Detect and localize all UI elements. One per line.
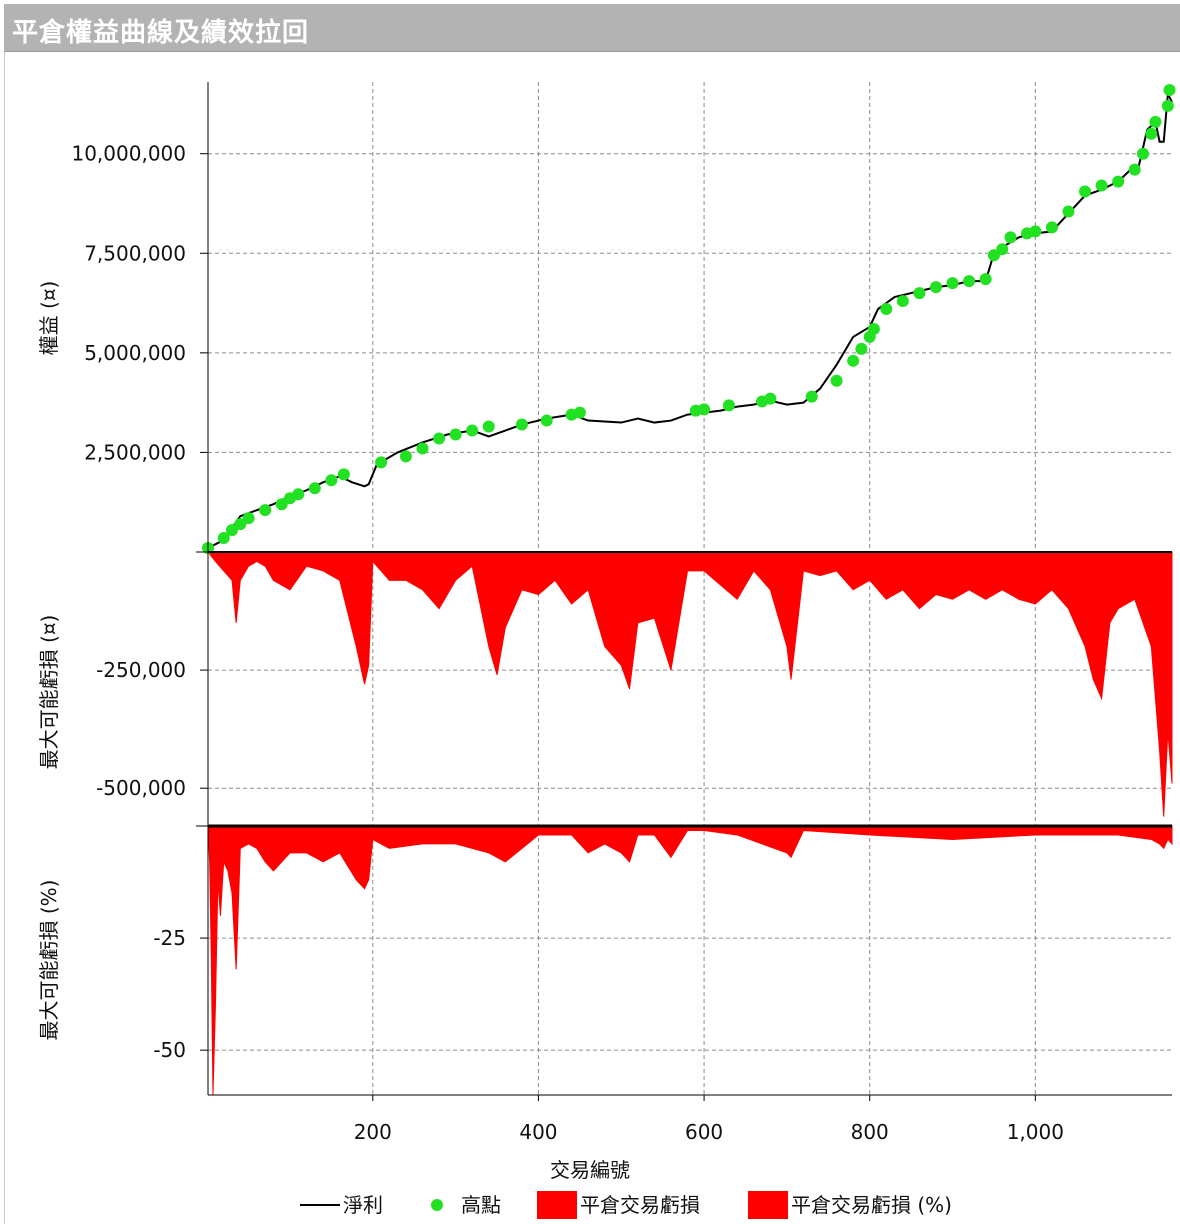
y-tick-label: 7,500,000: [84, 241, 186, 265]
legend: 淨利 高點 平倉交易虧損 平倉交易虧損 (%): [300, 1191, 952, 1219]
high-point-marker: [325, 474, 338, 487]
net-profit-line: [207, 90, 1173, 549]
high-point-marker: [482, 420, 495, 433]
high-point-marker: [433, 432, 446, 445]
high-point-marker: [805, 390, 818, 403]
high-point-marker: [1029, 225, 1042, 238]
high-point-marker: [1004, 231, 1017, 244]
chart-marks: [202, 83, 1176, 1096]
high-point-marker: [449, 428, 462, 441]
high-point-marker: [1161, 99, 1174, 112]
y-tick-label: 5,000,000: [84, 341, 186, 365]
high-point-marker: [963, 275, 976, 288]
high-point-marker: [242, 512, 255, 525]
legend-dd-pct-swatch: [748, 1191, 788, 1219]
high-point-marker: [896, 295, 909, 308]
high-point-marker: [275, 498, 288, 511]
y-tick-label: -25: [153, 926, 186, 950]
x-tick-label: 600: [685, 1120, 723, 1144]
high-point-marker: [292, 488, 305, 501]
window-title: 平倉權益曲線及績效拉回: [12, 18, 310, 48]
high-point-marker: [226, 524, 239, 537]
high-point-marker: [698, 403, 711, 416]
high-point-marker: [259, 504, 272, 517]
y-tick-label: 10,000,000: [71, 142, 186, 166]
y-axis-label-drawdown-pct: 最大可能虧損 (%): [37, 880, 61, 1041]
high-point-marker: [375, 456, 388, 469]
high-point-marker: [1163, 83, 1176, 96]
x-tick-label: 1,000: [1007, 1120, 1064, 1144]
legend-net-profit: 淨利: [343, 1193, 383, 1217]
high-point-marker: [946, 277, 959, 290]
x-tick-label: 200: [354, 1120, 392, 1144]
high-point-marker: [722, 399, 735, 412]
high-point-marker: [880, 303, 893, 316]
high-point-marker: [830, 374, 843, 387]
legend-dd-abs: 平倉交易虧損: [580, 1193, 700, 1217]
y-tick-label: -500,000: [96, 776, 186, 800]
y-axis-label-drawdown-abs: 最大可能虧損 (¤): [37, 615, 61, 770]
legend-high-swatch: [431, 1199, 443, 1211]
high-point-marker: [217, 532, 230, 545]
y-axis-label-equity: 權益 (¤): [37, 281, 61, 356]
high-point-marker: [764, 392, 777, 405]
legend-dd-abs-swatch: [537, 1191, 577, 1219]
high-point-marker: [855, 342, 868, 355]
high-point-marker: [1045, 221, 1058, 234]
high-point-marker: [1095, 179, 1108, 192]
chart-frame: [4, 52, 1180, 1224]
legend-high-point: 高點: [461, 1193, 501, 1217]
high-point-marker: [929, 281, 942, 294]
high-point-marker: [1149, 115, 1162, 128]
high-point-marker: [847, 354, 860, 367]
legend-dd-pct: 平倉交易虧損 (%): [791, 1193, 952, 1217]
y-tick-label: -250,000: [96, 658, 186, 682]
high-point-marker: [987, 249, 1000, 262]
axes: 200 400 600 800 1,000 2,500,000 5,000,000 7,500…: [71, 82, 1172, 1144]
drawdown-pct-area: [207, 825, 1173, 1096]
y-tick-label: 2,500,000: [84, 440, 186, 464]
drawdown-abs-area: [206, 551, 1173, 817]
high-point-marker: [308, 482, 321, 495]
high-point-marker: [913, 287, 926, 300]
x-tick-label: 800: [851, 1120, 889, 1144]
high-point-marker: [1137, 147, 1150, 160]
high-point-marker: [234, 518, 247, 531]
high-point-marker: [996, 243, 1009, 256]
x-tick-label: 400: [519, 1120, 557, 1144]
x-axis-label: 交易編號: [550, 1158, 630, 1182]
high-point-marker: [399, 450, 412, 463]
high-point-marker: [515, 418, 528, 431]
high-point-marker: [416, 442, 429, 455]
high-point-marker: [979, 273, 992, 286]
high-point-marker: [1145, 127, 1158, 140]
high-point-marker: [1128, 163, 1141, 176]
y-tick-label: -50: [153, 1038, 186, 1062]
high-point-marker: [573, 406, 586, 419]
high-point-marker: [1079, 185, 1092, 198]
high-point-marker: [540, 414, 553, 427]
high-point-marker: [867, 322, 880, 335]
high-point-marker: [1112, 175, 1125, 188]
high-point-marker: [1062, 205, 1075, 218]
high-point-marker: [466, 424, 479, 437]
title-bar: 平倉權益曲線及績效拉回: [4, 4, 1180, 52]
high-point-marker: [337, 468, 350, 481]
